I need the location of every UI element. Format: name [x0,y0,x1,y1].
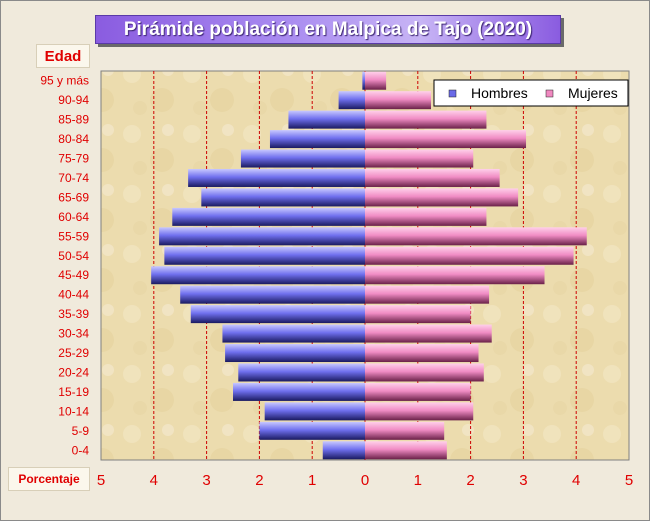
bar-hombres [322,441,365,460]
bars [151,71,587,460]
bar-hombres [188,168,365,187]
y-tick-label: 75-79 [58,152,89,166]
bar-hombres [201,188,365,207]
y-tick-label: 30-34 [58,327,89,341]
y-tick-label: 35-39 [58,307,89,321]
bar-hombres [259,421,365,440]
bar-hombres [288,110,365,129]
bar-mujeres [365,285,490,304]
bar-mujeres [365,71,387,90]
y-tick-label: 20-24 [58,365,89,379]
bar-hombres [151,266,365,285]
bar-mujeres [365,130,527,149]
bar-mujeres [365,168,500,187]
y-tick-label: 40-44 [58,288,89,302]
bar-mujeres [365,149,474,168]
x-axis-label-box: Porcentaje [8,467,90,491]
bar-hombres [190,305,365,324]
y-tick-label: 0-4 [72,443,90,457]
x-axis-label: Porcentaje [18,472,80,486]
y-axis-label-box: Edad [36,44,90,68]
bar-mujeres [365,266,545,285]
legend-swatch-hombres [448,89,457,98]
bar-mujeres [365,344,479,363]
x-tick-label: 5 [625,472,633,489]
y-tick-label: 15-19 [58,385,89,399]
x-tick-label: 2 [255,472,263,489]
y-tick-label: 85-89 [58,113,89,127]
legend-label-mujeres: Mujeres [568,85,618,101]
bar-mujeres [365,382,471,401]
bar-hombres [180,285,365,304]
legend-box [433,79,629,107]
y-tick-labels: 0-4 5-9 10-14 15-19 20-24 25-29 30-34 35-39 40-4… [40,74,89,458]
bar-mujeres [365,188,519,207]
bar-mujeres [365,110,487,129]
bar-mujeres [365,324,492,343]
y-axis-label: Edad [44,47,82,65]
bar-mujeres [365,441,447,460]
legend-label-hombres: Hombres [471,85,528,101]
bar-hombres [264,402,365,421]
y-tick-label: 70-74 [58,171,89,185]
bar-hombres [233,382,365,401]
y-tick-label: 10-14 [58,404,89,418]
bar-mujeres [365,91,431,110]
x-tick-label: 0 [361,472,369,489]
x-tick-label: 3 [202,472,210,489]
x-tick-label: 3 [519,472,527,489]
y-tick-label: 95 y más [40,74,89,88]
y-tick-label: 45-49 [58,268,89,282]
x-tick-label: 4 [150,472,158,489]
bar-hombres [225,344,365,363]
x-tick-label: 2 [466,472,474,489]
y-tick-label: 90-94 [58,93,89,107]
x-tick-label: 5 [97,472,105,489]
chart-title-box: Pirámide población en Malpica de Tajo (2… [95,15,561,44]
y-tick-label: 60-64 [58,210,89,224]
legend-swatch-mujeres [545,89,554,98]
bar-hombres [164,246,365,265]
bar-mujeres [365,227,587,246]
bar-hombres [338,91,365,110]
bar-mujeres [365,402,474,421]
bar-hombres [222,324,365,343]
x-tick-labels: 5 4 3 2 1 0 1 2 3 4 5 [97,472,633,489]
bar-hombres [240,149,365,168]
bar-hombres [172,207,365,226]
chart-title: Pirámide población en Malpica de Tajo (2… [123,18,533,40]
bar-mujeres [365,207,487,226]
y-tick-label: 80-84 [58,132,89,146]
x-tick-label: 4 [572,472,580,489]
bar-mujeres [365,363,484,382]
legend: Hombres Mujeres [433,79,629,107]
bar-hombres [269,130,365,149]
bar-hombres [159,227,365,246]
bar-mujeres [365,421,445,440]
y-tick-label: 65-69 [58,190,89,204]
bar-mujeres [365,305,471,324]
y-tick-label: 50-54 [58,249,89,263]
y-tick-label: 55-59 [58,229,89,243]
x-tick-label: 1 [308,472,316,489]
bar-mujeres [365,246,574,265]
bar-hombres [362,71,365,90]
x-tick-label: 1 [414,472,422,489]
y-tick-label: 5-9 [72,424,90,438]
y-tick-label: 25-29 [58,346,89,360]
bar-hombres [238,363,365,382]
